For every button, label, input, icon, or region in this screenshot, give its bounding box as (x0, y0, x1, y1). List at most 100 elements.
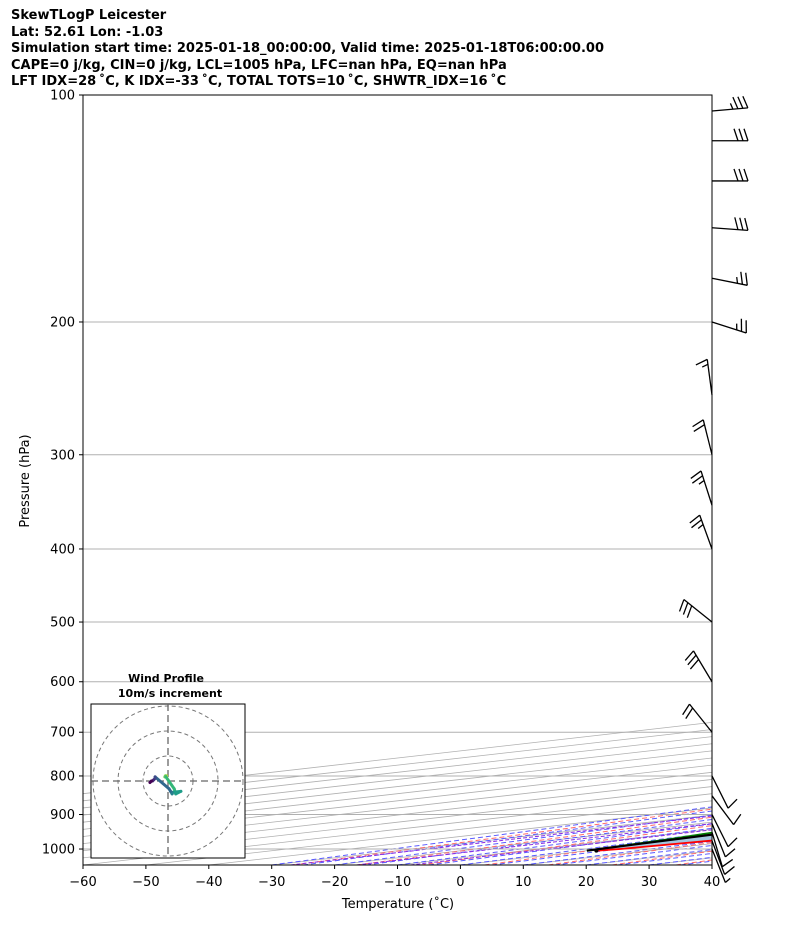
x-tick-label: −30 (258, 875, 285, 890)
dry-adiabat-line (612, 850, 712, 865)
barb-flag (689, 514, 701, 524)
y-tick-label: 1000 (42, 843, 75, 858)
barb-half-flag (698, 479, 705, 485)
wind-barb (711, 318, 747, 334)
wind-barb (711, 840, 735, 875)
dewpoint-line (586, 831, 712, 852)
moist-adiabat-line (334, 814, 712, 865)
profile-lines (586, 831, 712, 853)
barb-staff (683, 599, 713, 623)
x-axis-label: Temperature (˚C) (341, 896, 454, 912)
barb-staff (711, 321, 747, 334)
dry-adiabat-line (740, 95, 794, 865)
hodograph-segment (148, 779, 154, 785)
x-tick-label: 20 (578, 875, 595, 890)
temperature-line (596, 839, 712, 852)
barb-flag (682, 703, 691, 716)
barb-flag (727, 798, 738, 809)
barb-flag (685, 707, 694, 719)
x-tick-label: 10 (515, 875, 532, 890)
x-tick-label: −10 (384, 875, 411, 890)
barb-flag (733, 168, 739, 182)
x-tick-label: −20 (321, 875, 348, 890)
x-tick-label: 0 (456, 875, 464, 890)
y-tick-label: 300 (50, 448, 75, 463)
barb-flag (745, 272, 748, 286)
wind-barb (682, 703, 713, 733)
barb-flag (737, 96, 744, 109)
isotherm-line (649, 857, 712, 865)
x-tick-label: −60 (69, 875, 96, 890)
barb-staff (711, 107, 748, 112)
barb-staff (711, 823, 726, 858)
moist-adiabat-line (617, 852, 712, 865)
wind-barb (711, 96, 749, 112)
moist-adiabat-line (366, 818, 712, 865)
chart-header: SkewTLogP Leicester Lat: 52.61 Lon: -1.0… (11, 8, 604, 91)
barb-flag (733, 813, 742, 825)
barb-flag (682, 602, 689, 615)
barb-flag (738, 168, 744, 182)
barb-half-flag (724, 877, 731, 883)
x-tick-label: −50 (132, 875, 159, 890)
y-tick-label: 400 (50, 542, 75, 557)
y-tick-label: 100 (50, 89, 75, 104)
y-tick-label: 500 (50, 616, 75, 631)
dry-adiabat-line (484, 833, 712, 865)
barb-flag (693, 424, 705, 433)
barb-half-flag (701, 363, 709, 368)
barb-flag (743, 168, 749, 182)
wind-barb (712, 168, 749, 182)
barb-flag (743, 128, 749, 141)
barb-staff (711, 775, 729, 809)
stability-indices-line: LFT IDX=28 ˚C, K IDX=-33 ˚C, TOTAL TOTS=… (11, 74, 507, 89)
moist-adiabat-line (586, 848, 712, 865)
wind-barb (711, 832, 734, 868)
barb-flag (690, 470, 702, 479)
barb-staff (711, 227, 748, 231)
dry-adiabat-line (675, 859, 712, 865)
x-tick-label: −40 (195, 875, 222, 890)
isotherm-line (334, 821, 712, 865)
wind-barb (711, 775, 738, 809)
dry-adiabat-line (420, 825, 712, 865)
barb-flag (744, 217, 749, 231)
barb-staff (711, 814, 729, 848)
chart-title: SkewTLogP Leicester (11, 8, 167, 23)
wind-profile-inset: Wind Profile 10m/s increment (90, 672, 246, 859)
barb-staff (700, 470, 713, 506)
barb-staff (711, 840, 726, 875)
barb-flag (742, 96, 749, 109)
barb-half-flag (697, 524, 704, 529)
mixing-ratio-line (290, 815, 712, 865)
barb-flag (724, 848, 736, 858)
location-line: Lat: 52.61 Lon: -1.03 (11, 24, 164, 40)
dry-adiabat-line (293, 808, 712, 865)
barb-flag (692, 419, 704, 428)
barb-flag (684, 650, 694, 661)
surface-parcel-marker (594, 848, 599, 853)
isotherm-line (83, 729, 712, 802)
barb-flag (678, 599, 685, 612)
barb-flag (686, 605, 693, 618)
wind-barb (711, 217, 749, 231)
barb-flag (733, 128, 739, 141)
y-tick-label: 700 (50, 726, 75, 741)
isotherm-line (711, 864, 712, 865)
isotherm-line (83, 721, 712, 795)
moist-adiabat-line (554, 844, 712, 865)
convective-params-line: CAPE=0 j/kg, CIN=0 j/kg, LCL=1005 hPa, L… (11, 57, 507, 73)
isotherm-line (208, 807, 712, 865)
time-line: Simulation start time: 2025-01-18_00:00:… (11, 41, 604, 56)
barb-flag (724, 865, 735, 875)
y-tick-label: 600 (50, 675, 75, 690)
barb-flag (740, 271, 744, 285)
barb-flag (727, 837, 738, 848)
barb-staff (711, 277, 748, 286)
barb-staff (711, 795, 735, 825)
hodograph-segment (164, 775, 176, 791)
x-tick-label: 30 (641, 875, 658, 890)
barb-flag (689, 659, 700, 670)
wind-barb (690, 470, 713, 506)
